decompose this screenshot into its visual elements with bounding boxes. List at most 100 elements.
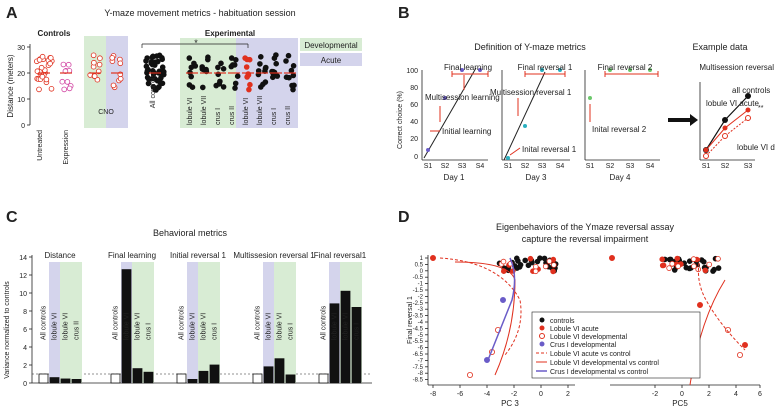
svg-text:0: 0 [414,154,418,161]
b-day1-s2 [443,96,447,100]
panel-c-title: Behavioral metrics [153,228,228,238]
panel-a-dot [143,63,150,70]
panel-d-ytick: 0 [420,269,424,275]
panel-d-ytick: -1.5 [413,288,424,294]
panel-d-ytick: 0.5 [415,262,424,268]
panel-d-dot [513,255,520,262]
panel-c-group-title: Initial reversal 1 [170,251,227,260]
panel-c-group-title: Final learning [108,251,156,260]
panel-c-ylabel: Variance normalized to controls [4,281,11,379]
panel-a-dot [64,79,71,85]
panel-d-ytick: -0.5 [413,275,424,281]
svg-text:Multisession reversal 1: Multisession reversal 1 [699,63,775,72]
panel-c-dev-band [60,262,82,383]
panel-a-dot [232,85,238,91]
panel-a-legend-acute [300,53,362,66]
b-day1-s3 [460,68,464,72]
svg-text:S2: S2 [606,163,615,170]
panel-a-significance: * [194,38,198,48]
panel-c-bar [285,374,296,384]
svg-text:30: 30 [17,45,25,52]
panel-a-dot [260,81,266,88]
panel-c-bar [110,373,121,384]
panel-a-dot [97,55,103,61]
svg-text:80: 80 [410,85,418,92]
panel-c-bar-label: lobule VI [266,313,273,340]
panel-d-ytick: -7.5 [413,365,424,371]
panel-c-bar-label: crus II [74,321,81,340]
svg-text:Inital reversal 2: Inital reversal 2 [592,125,647,134]
panel-d-dot [690,256,697,262]
svg-text:S3: S3 [458,163,467,170]
panel-a-xlabel-ac-l6: lobule VI [243,98,250,125]
panel-d-dot [466,371,473,378]
panel-a-ylabel: Distance (meters) [6,54,15,117]
panel-d-dot [710,268,716,274]
panel-d-xlabel-left: PC 3 [501,399,519,408]
panel-a-legend-acute-label: Acute [321,56,342,65]
panel-d-dot [706,261,712,268]
panel-d-dot [659,256,665,263]
svg-text:Crus I developmental vs contro: Crus I developmental vs control [550,369,648,376]
panel-a-dot [286,74,292,81]
panel-d-xtick-right: 2 [707,391,711,398]
svg-text:lobule VI developmental: lobule VI developmental [737,143,775,152]
panel-d-xtick-left: -6 [457,391,463,398]
panel-a-dot [257,53,264,60]
panel-d-dot [725,326,732,333]
panel-c-bar-label: lobule VI [343,313,350,340]
panel-a-dot [262,64,269,71]
panel-a-dot [243,64,250,70]
panel-d-ytick: -6.5 [413,352,424,358]
panel-d-ytick: -2 [418,294,424,300]
panel-a-dot [269,74,276,81]
panel-a-dot [47,60,53,67]
panel-d-dot [527,255,534,262]
panel-c-bar [49,377,60,384]
panel-a-dot [271,55,278,61]
panel-d-dot [659,262,666,269]
svg-text:40: 40 [410,119,418,126]
panel-a-dot [34,68,41,74]
panel-a-dot [188,64,195,71]
panel-a-dot [220,84,227,90]
panel-d-ytick: -2.5 [413,301,424,307]
panel-a-dot [61,86,67,93]
panel-a-experimental-label: Experimental [205,29,255,38]
panel-c-bar-label: crus I [354,323,361,340]
panel-d-xtick-left: -2 [511,391,517,398]
panel-d-dot [429,254,436,261]
panel-a-xlabel-dev-l7: lobule VII [201,96,208,125]
panel-c-ytick: 14 [19,255,27,262]
panel-c-bar [187,378,198,384]
panel-a-dot [144,55,151,61]
svg-text:Lobule VI acute: Lobule VI acute [550,326,599,333]
panel-a-dot [161,69,167,75]
panel-d-legend: controls Lobule VI acute Lobule VI devel… [531,311,701,379]
panel-d-dot [541,255,548,262]
panel-a-dot [117,76,124,82]
panel-c-bar [209,364,220,384]
panel-a-xlabel-ac-c1: crus I [271,108,278,125]
b-day1-s1 [426,148,430,152]
panel-a-dot [91,59,97,66]
panel-c-ytick: 0 [23,381,27,388]
panel-d-dot [551,262,557,268]
panel-c-acute-band [49,262,60,383]
svg-text:S4: S4 [556,163,565,170]
panel-d-dot [742,341,749,348]
panel-d-dot [691,263,697,270]
panel-a-dot [186,55,193,61]
panel-c-bar-label: crus I [288,323,295,340]
panel-d-dot [525,262,532,269]
panel-a-dot [94,76,101,83]
svg-text:100: 100 [406,68,418,75]
b-day1-s4 [478,68,482,72]
panel-a-dot [43,76,50,83]
svg-text:Final learning: Final learning [444,63,492,72]
panel-a-dot [59,78,66,85]
d-curve-acute-right [698,257,746,351]
svg-text:S2: S2 [441,163,450,170]
panel-d-dot [532,263,539,270]
panel-a-dot [90,52,97,59]
